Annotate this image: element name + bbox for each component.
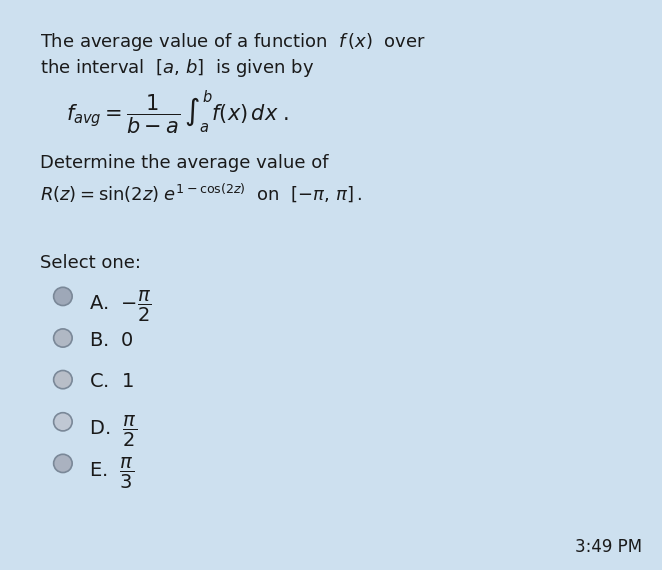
- Text: C.  $1$: C. $1$: [89, 372, 134, 391]
- Ellipse shape: [54, 413, 72, 431]
- Text: The average value of a function  $f\,(x)$  over: The average value of a function $f\,(x)$…: [40, 31, 426, 54]
- Text: $f_{avg} = \dfrac{1}{b-a}\,\int_{a}^{b} f(x)\,dx\;.$: $f_{avg} = \dfrac{1}{b-a}\,\int_{a}^{b} …: [66, 88, 289, 136]
- Text: $R(z) = \sin(2z)\;e^{1-\cos(2z)}$  on  $[-\pi,\,\pi]\,.$: $R(z) = \sin(2z)\;e^{1-\cos(2z)}$ on $[-…: [40, 181, 362, 204]
- Text: 3:49 PM: 3:49 PM: [575, 538, 642, 556]
- Ellipse shape: [54, 287, 72, 306]
- Text: D.  $\dfrac{\pi}{2}$: D. $\dfrac{\pi}{2}$: [89, 414, 138, 450]
- Text: the interval  $[a,\,b]$  is given by: the interval $[a,\,b]$ is given by: [40, 57, 314, 79]
- Ellipse shape: [54, 329, 72, 347]
- Text: Select one:: Select one:: [40, 254, 141, 272]
- Text: B.  $0$: B. $0$: [89, 331, 134, 349]
- Ellipse shape: [54, 454, 72, 473]
- Ellipse shape: [54, 370, 72, 389]
- Text: A.  $-\dfrac{\pi}{2}$: A. $-\dfrac{\pi}{2}$: [89, 289, 152, 324]
- Text: Determine the average value of: Determine the average value of: [40, 154, 328, 172]
- Text: E.  $\dfrac{\pi}{3}$: E. $\dfrac{\pi}{3}$: [89, 456, 134, 491]
